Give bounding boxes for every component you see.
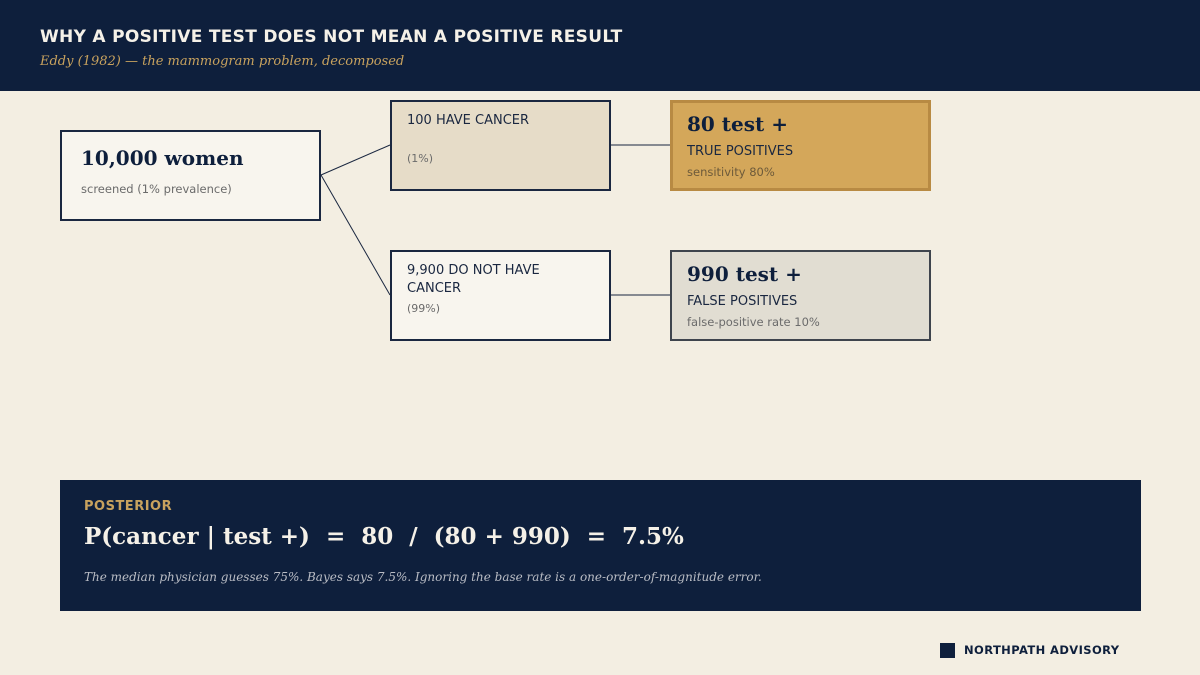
cancer-node-label: 100 HAVE CANCER bbox=[407, 113, 530, 128]
cancer-node: 100 HAVE CANCER (1%) bbox=[390, 100, 611, 191]
false-positives-label: FALSE POSITIVES bbox=[687, 294, 798, 309]
cancer-node-share: (1%) bbox=[407, 152, 434, 165]
brand-name: NORTHPATH ADVISORY bbox=[964, 643, 1120, 657]
no-cancer-node-share: (99%) bbox=[407, 302, 441, 315]
false-positive-rate-note: false-positive rate 10% bbox=[687, 315, 820, 329]
true-positives-label: TRUE POSITIVES bbox=[687, 144, 794, 159]
true-positives-count: 80 test + bbox=[687, 112, 788, 136]
sensitivity-note: sensitivity 80% bbox=[687, 165, 775, 179]
connector-root-nocancer bbox=[320, 174, 391, 296]
root-note: screened (1% prevalence) bbox=[81, 182, 232, 196]
false-positives-count: 990 test + bbox=[687, 262, 802, 286]
false-positives-node: 990 test + FALSE POSITIVES false-positiv… bbox=[670, 250, 931, 341]
page-subtitle: Eddy (1982) — the mammogram problem, dec… bbox=[40, 54, 405, 69]
no-cancer-node-label: 9,900 DO NOT HAVE CANCER bbox=[407, 263, 540, 296]
posterior-note: The median physician guesses 75%. Bayes … bbox=[84, 570, 762, 584]
root-node: 10,000 women screened (1% prevalence) bbox=[60, 130, 321, 221]
brand-logo-square bbox=[940, 643, 955, 658]
connector-root-cancer bbox=[320, 144, 391, 176]
page-title: WHY A POSITIVE TEST DOES NOT MEAN A POSI… bbox=[40, 27, 623, 47]
root-title: 10,000 women bbox=[81, 146, 244, 170]
header-banner: WHY A POSITIVE TEST DOES NOT MEAN A POSI… bbox=[0, 0, 1200, 91]
posterior-formula: P(cancer | test +) = 80 / (80 + 990) = 7… bbox=[84, 523, 684, 550]
no-cancer-node: 9,900 DO NOT HAVE CANCER (99%) bbox=[390, 250, 611, 341]
posterior-label: POSTERIOR bbox=[84, 499, 173, 514]
posterior-panel: POSTERIOR P(cancer | test +) = 80 / (80 … bbox=[60, 480, 1141, 611]
true-positives-node: 80 test + TRUE POSITIVES sensitivity 80% bbox=[670, 100, 931, 191]
